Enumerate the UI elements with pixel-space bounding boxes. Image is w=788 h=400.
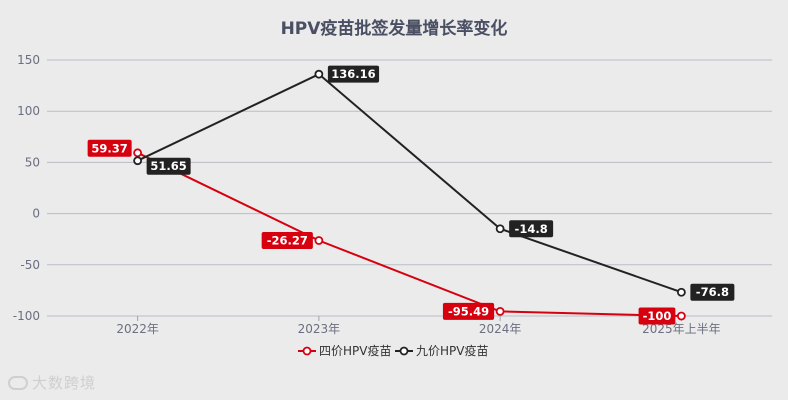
data-label: -14.8	[509, 220, 554, 238]
y-tick-label: 0	[32, 207, 40, 221]
chart-title: HPV疫苗批签发量增长率变化	[281, 18, 508, 39]
legend-item[interactable]: 四价HPV疫苗	[298, 343, 391, 358]
legend-marker	[399, 346, 409, 356]
data-point[interactable]	[133, 148, 143, 158]
series-line	[137, 151, 682, 317]
legend-marker	[302, 346, 312, 356]
data-point[interactable]	[133, 156, 143, 166]
watermark-text: 大数跨境	[32, 374, 97, 392]
data-label: 59.37	[87, 139, 132, 157]
data-label: -26.27	[261, 232, 313, 250]
data-label-box	[509, 220, 554, 238]
grid-lines	[47, 59, 772, 317]
data-label: -95.49	[442, 302, 495, 320]
data-label: -76.8	[690, 283, 735, 301]
data-labels: 59.37 -26.27 -95.49 -100 51.65 136.16 -14.8 -76…	[87, 65, 735, 325]
data-label-text: 136.16	[331, 67, 375, 81]
data-label-box	[690, 283, 735, 301]
x-tick-label: 2023年	[298, 322, 341, 336]
y-axis: 150 100 50 0 -50 -100	[13, 53, 40, 323]
data-point[interactable]	[676, 287, 686, 297]
data-point[interactable]	[314, 236, 324, 245]
data-point[interactable]	[495, 224, 505, 234]
watermark-logo-icon	[8, 375, 28, 390]
data-label-text: -14.8	[515, 222, 548, 236]
data-label-box	[261, 232, 313, 250]
data-label-text: 59.37	[91, 141, 127, 155]
series-line	[137, 72, 682, 294]
x-tick-label: 2022年	[116, 322, 159, 336]
legend-label: 九价HPV疫苗	[416, 343, 488, 358]
data-label: 51.65	[146, 157, 191, 175]
data-label: -100	[638, 307, 676, 325]
legend-item[interactable]: 九价HPV疫苗	[395, 343, 488, 358]
data-label: 136.16	[327, 65, 380, 83]
y-tick-label: 50	[25, 155, 40, 169]
data-label-text: -26.27	[267, 234, 308, 248]
x-axis: 2022年 2023年 2024年 2025年上半年	[116, 316, 721, 336]
data-label-text: -76.8	[696, 285, 729, 299]
data-label-box	[327, 65, 380, 83]
series-group	[133, 69, 686, 321]
y-tick-label: 100	[17, 104, 40, 118]
watermark: 大数跨境	[8, 372, 96, 393]
data-point[interactable]	[676, 311, 686, 321]
data-label-text: -100	[643, 309, 672, 323]
legend-label: 四价HPV疫苗	[319, 343, 391, 358]
x-tick-label: 2025年上半年	[642, 322, 721, 336]
y-tick-label: -50	[20, 258, 40, 272]
data-label-box	[638, 307, 676, 325]
y-tick-label: -100	[13, 309, 40, 323]
data-label-box	[442, 302, 495, 320]
data-label-box	[87, 139, 132, 157]
data-point[interactable]	[314, 69, 324, 79]
data-label-text: -95.49	[448, 304, 489, 318]
data-label-box	[146, 157, 191, 175]
legend[interactable]: 四价HPV疫苗 九价HPV疫苗	[298, 343, 488, 358]
x-tick-label: 2024年	[479, 322, 522, 336]
data-label-text: 51.65	[150, 159, 186, 173]
data-point[interactable]	[495, 306, 505, 316]
y-tick-label: 150	[17, 53, 40, 67]
